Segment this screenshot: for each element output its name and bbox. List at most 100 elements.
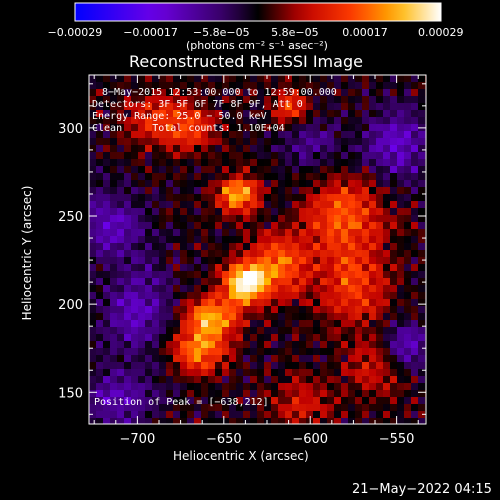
image-pixel — [404, 201, 411, 208]
image-pixel — [187, 271, 194, 278]
image-pixel — [89, 313, 96, 320]
image-pixel — [117, 285, 124, 292]
image-pixel — [341, 96, 348, 103]
image-pixel — [369, 159, 376, 166]
image-pixel — [418, 229, 425, 236]
image-pixel — [124, 145, 131, 152]
image-pixel — [124, 292, 131, 299]
image-pixel — [257, 376, 264, 383]
image-pixel — [159, 313, 166, 320]
image-pixel — [166, 278, 173, 285]
image-pixel — [229, 278, 236, 285]
image-pixel — [187, 222, 194, 229]
image-pixel — [173, 411, 180, 418]
image-pixel — [187, 243, 194, 250]
image-pixel — [201, 89, 208, 96]
image-pixel — [334, 180, 341, 187]
image-pixel — [215, 75, 222, 82]
x-tick-label: −700 — [120, 432, 156, 447]
image-pixel — [173, 89, 180, 96]
image-pixel — [299, 355, 306, 362]
image-pixel — [369, 362, 376, 369]
image-pixel — [390, 355, 397, 362]
image-pixel — [201, 306, 208, 313]
image-pixel — [355, 278, 362, 285]
image-pixel — [369, 117, 376, 124]
image-pixel — [390, 292, 397, 299]
image-pixel — [292, 103, 299, 110]
image-pixel — [208, 257, 215, 264]
image-pixel — [187, 348, 194, 355]
image-pixel — [348, 124, 355, 131]
image-pixel — [250, 75, 257, 82]
image-pixel — [313, 320, 320, 327]
image-pixel — [278, 110, 285, 117]
image-pixel — [159, 194, 166, 201]
image-pixel — [355, 173, 362, 180]
colorbar-tick-label: 0.00029 — [418, 26, 464, 39]
image-pixel — [124, 257, 131, 264]
image-pixel — [383, 117, 390, 124]
image-pixel — [215, 271, 222, 278]
image-pixel — [369, 236, 376, 243]
image-pixel — [222, 411, 229, 418]
image-pixel — [299, 222, 306, 229]
image-pixel — [215, 404, 222, 411]
image-pixel — [117, 348, 124, 355]
image-pixel — [306, 411, 313, 418]
image-pixel — [145, 103, 152, 110]
image-pixel — [117, 397, 124, 404]
image-pixel — [264, 285, 271, 292]
image-pixel — [285, 96, 292, 103]
image-pixel — [390, 390, 397, 397]
image-pixel — [222, 320, 229, 327]
image-pixel — [250, 243, 257, 250]
image-pixel — [110, 362, 117, 369]
image-pixel — [243, 411, 250, 418]
image-pixel — [299, 82, 306, 89]
image-pixel — [271, 257, 278, 264]
image-pixel — [404, 285, 411, 292]
image-pixel — [103, 299, 110, 306]
image-pixel — [110, 404, 117, 411]
image-pixel — [96, 418, 103, 424]
image-pixel — [334, 236, 341, 243]
image-pixel — [411, 271, 418, 278]
image-pixel — [278, 369, 285, 376]
image-pixel — [208, 292, 215, 299]
image-pixel — [152, 117, 159, 124]
image-pixel — [229, 117, 236, 124]
image-pixel — [320, 313, 327, 320]
image-pixel — [411, 320, 418, 327]
image-pixel — [327, 187, 334, 194]
image-pixel — [145, 180, 152, 187]
x-tick-label: −650 — [206, 432, 242, 447]
image-pixel — [404, 418, 411, 424]
image-pixel — [187, 278, 194, 285]
image-pixel — [383, 229, 390, 236]
image-pixel — [138, 341, 145, 348]
image-pixel — [243, 236, 250, 243]
image-pixel — [278, 222, 285, 229]
image-pixel — [194, 82, 201, 89]
image-pixel — [369, 348, 376, 355]
image-pixel — [145, 306, 152, 313]
image-pixel — [229, 187, 236, 194]
image-pixel — [348, 89, 355, 96]
image-pixel — [355, 103, 362, 110]
image-pixel — [334, 159, 341, 166]
image-pixel — [194, 229, 201, 236]
image-pixel — [264, 229, 271, 236]
image-pixel — [404, 173, 411, 180]
image-pixel — [348, 383, 355, 390]
image-pixel — [124, 390, 131, 397]
image-pixel — [348, 152, 355, 159]
image-pixel — [271, 355, 278, 362]
image-pixel — [278, 103, 285, 110]
image-pixel — [124, 376, 131, 383]
image-pixel — [250, 376, 257, 383]
image-pixel — [96, 376, 103, 383]
image-pixel — [404, 334, 411, 341]
image-pixel — [411, 264, 418, 271]
image-pixel — [285, 348, 292, 355]
